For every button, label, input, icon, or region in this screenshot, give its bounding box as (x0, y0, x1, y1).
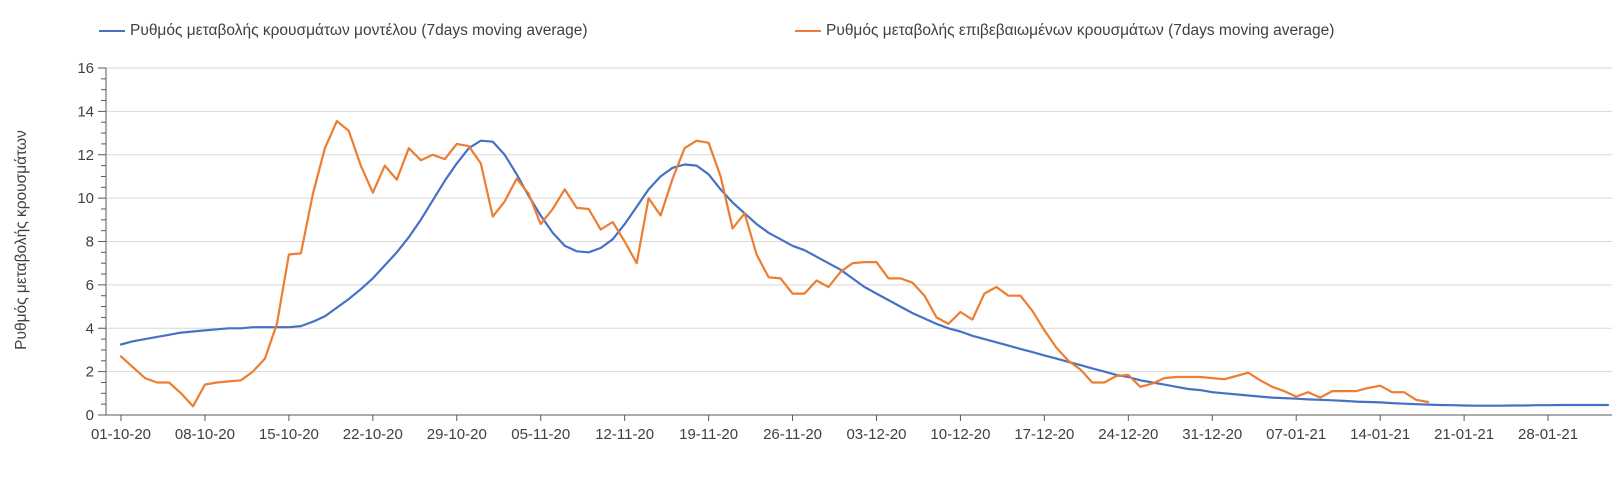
legend-label-model: Ρυθμός μεταβολής κρουσμάτων μοντέλου (7d… (130, 22, 588, 39)
legend-label-confirmed: Ρυθμός μεταβολής επιβεβαιωμένων κρουσμάτ… (826, 22, 1335, 39)
confirmed-series-line (119, 119, 1430, 408)
model-series-line (119, 139, 1610, 407)
legend-item-model: Ρυθμός μεταβολής κρουσμάτων μοντέλου (7d… (99, 22, 588, 40)
x-tick-label: 28-01-21 (1518, 426, 1578, 443)
x-tick-label: 01-10-20 (91, 426, 151, 443)
x-tick-label: 14-01-21 (1350, 426, 1410, 443)
x-tick-label: 12-11-20 (595, 426, 654, 443)
y-tick-label: 4 (86, 320, 94, 337)
y-tick-label: 16 (77, 60, 94, 77)
x-tick-label: 22-10-20 (343, 426, 403, 443)
x-tick-label: 24-12-20 (1098, 426, 1158, 443)
x-tick-label: 05-11-20 (511, 426, 570, 443)
y-tick-label: 6 (86, 277, 94, 294)
legend-item-confirmed: Ρυθμός μεταβολής επιβεβαιωμένων κρουσμάτ… (795, 22, 1334, 40)
y-tick-label: 8 (86, 234, 94, 251)
x-tick-label: 15-10-20 (259, 426, 319, 443)
x-tick-label: 31-12-20 (1182, 426, 1242, 443)
x-tick-label: 19-11-20 (679, 426, 738, 443)
y-tick-label: 10 (77, 190, 94, 207)
confirmed-series-swatch (795, 30, 821, 32)
y-tick-label: 0 (86, 407, 94, 424)
x-tick-label: 26-11-20 (763, 426, 822, 443)
x-tick-label: 07-01-21 (1266, 426, 1326, 443)
model-series-swatch (99, 30, 125, 32)
x-tick-label: 29-10-20 (427, 426, 487, 443)
y-tick-label: 2 (86, 364, 94, 381)
x-tick-label: 10-12-20 (930, 426, 990, 443)
x-tick-label: 03-12-20 (846, 426, 906, 443)
x-tick-label: 08-10-20 (175, 426, 235, 443)
y-tick-label: 12 (77, 147, 94, 164)
x-tick-label: 17-12-20 (1014, 426, 1074, 443)
x-tick-label: 21-01-21 (1434, 426, 1494, 443)
y-tick-label: 14 (77, 103, 94, 120)
